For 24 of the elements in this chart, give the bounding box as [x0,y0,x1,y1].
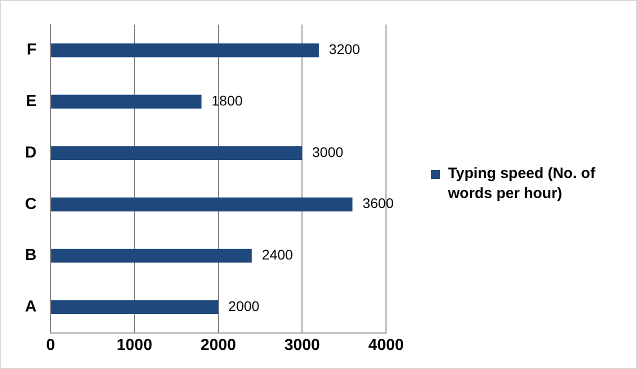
data-label: 3600 [362,195,394,212]
data-label: 2400 [262,246,294,263]
bar [51,197,352,212]
bar [51,300,218,314]
bar [51,146,302,160]
bar [51,248,252,263]
y-tick-label: C [24,196,37,213]
data-label: 1800 [212,92,243,109]
legend-label: Typing speed (No. of words per hour) [448,164,596,204]
y-tick-label: A [24,298,37,316]
data-label: 2000 [228,298,260,314]
y-tick-label: E [26,93,37,110]
data-label: 3200 [328,41,360,58]
x-tick-label: 1000 [116,336,152,354]
y-tick-label: D [24,144,37,162]
bar [51,43,319,58]
x-tick-label: 4000 [368,336,404,354]
data-label: 3000 [312,144,344,160]
y-tick-label: F [26,42,37,59]
bar [51,94,202,109]
x-tick-label: 3000 [284,336,320,354]
x-tick-label: 2000 [200,336,236,354]
y-tick-label: B [24,247,37,264]
x-tick-label: 0 [46,336,56,354]
